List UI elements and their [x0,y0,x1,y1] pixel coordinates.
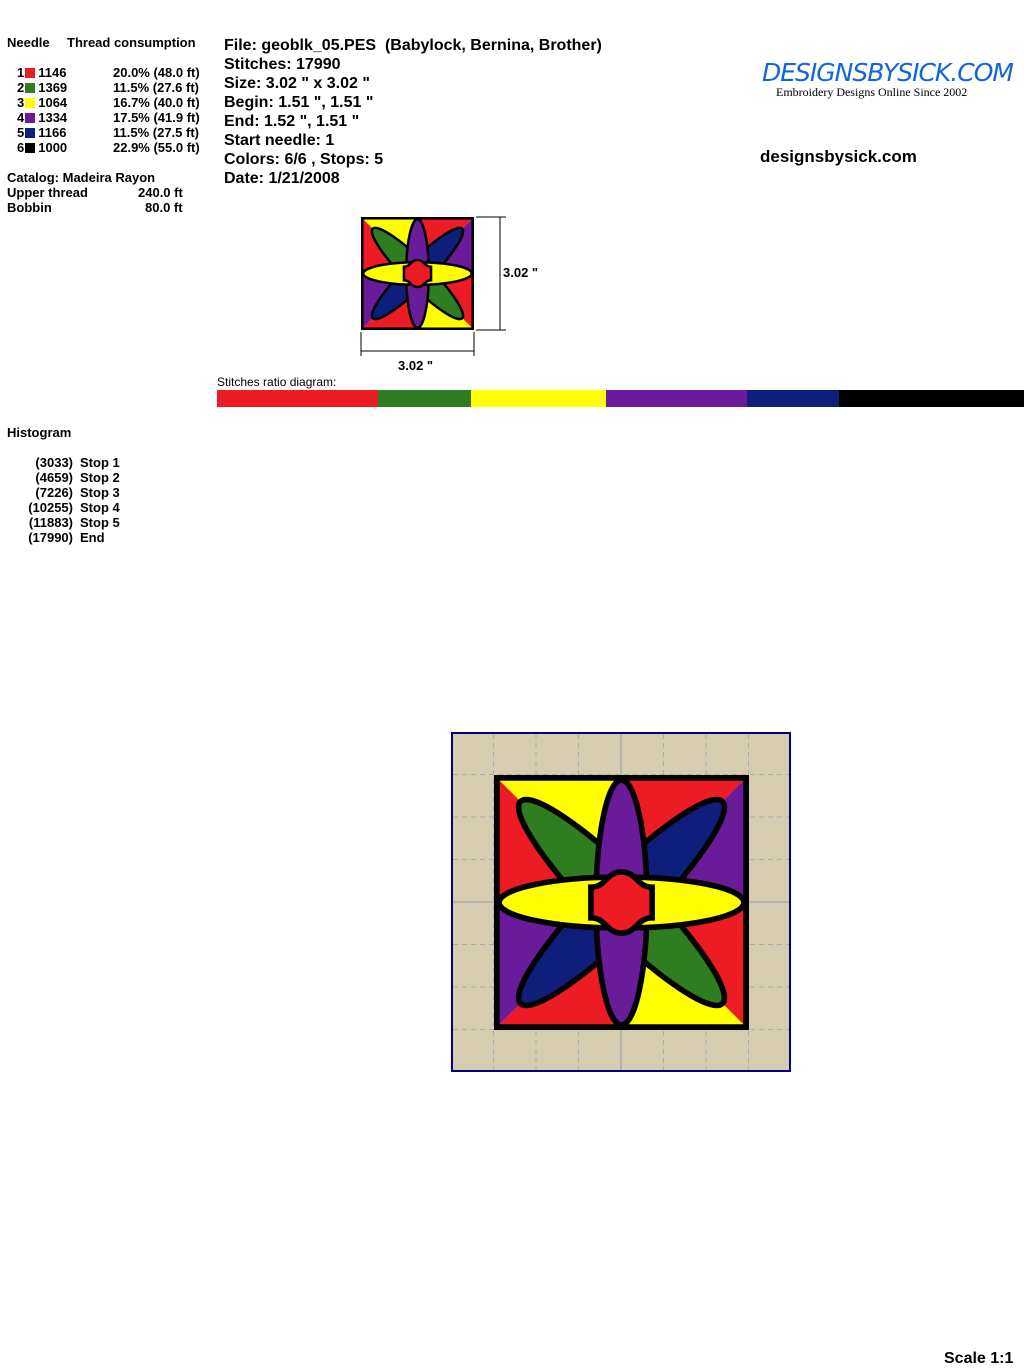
thread-row: 3 1064 16.7% (40.0 ft) [17,95,200,110]
date: Date: 1/21/2008 [224,170,340,187]
color-swatch [25,68,36,78]
thumbnail-dimensions [360,216,506,356]
color-swatch [25,98,36,108]
consumption-header: Thread consumption [67,35,196,50]
thread-code: 1369 [38,80,68,95]
thread-code: 1334 [38,110,68,125]
histogram-count: (11883) [28,515,73,530]
thread-consumption: 11.5% (27.5 ft) [113,125,199,140]
needle-number: 3 [17,95,25,110]
histogram-label: Stop 3 [80,485,120,500]
ratio-segment [746,390,840,407]
thread-row: 1 1146 20.0% (48.0 ft) [17,65,200,80]
colors-stops: Colors: 6/6 , Stops: 5 [224,151,384,168]
needle-number: 4 [17,110,25,125]
color-swatch [25,113,36,123]
stitches: Stitches: 17990 [224,56,341,73]
catalog: Catalog: Madeira Rayon [7,170,156,185]
design-preview [450,731,792,1073]
thread-row: 5 1166 11.5% (27.5 ft) [17,125,199,140]
color-swatch [25,128,36,138]
histogram-count: (3033) [35,455,73,470]
upper-thread-value: 240.0 ft [138,185,183,200]
width-dimension: 3.02 " [398,358,434,373]
needle-header: Needle [7,35,50,50]
histogram-label: Stop 1 [80,455,120,470]
ratio-segment [605,390,747,407]
thread-row: 2 1369 11.5% (27.6 ft) [17,80,199,95]
needle-number: 1 [17,65,25,80]
thread-code: 1000 [38,140,68,155]
thread-consumption: 20.0% (48.0 ft) [113,65,200,80]
logo-title: DESIGNSBYSICK.COM [762,58,1014,87]
thread-consumption: 16.7% (40.0 ft) [113,95,200,110]
ratio-segment [217,390,379,407]
begin: Begin: 1.51 ", 1.51 " [224,94,374,111]
start-needle: Start needle: 1 [224,132,335,149]
file-name: File: geoblk_05.PES (Babylock, Bernina, … [224,37,602,54]
thread-row: 6 1000 22.9% (55.0 ft) [17,140,200,155]
height-dimension: 3.02 " [503,265,539,280]
design-info: File: geoblk_05.PES (Babylock, Bernina, … [224,36,602,188]
color-swatch [25,83,36,93]
ratio-segment [470,390,606,407]
ratio-segment [378,390,471,407]
histogram-count: (17990) [28,530,73,545]
stitches-ratio-bar [217,390,1024,407]
thread-consumption: 17.5% (41.9 ft) [113,110,200,125]
bobbin-label: Bobbin [7,200,52,215]
histogram-label: End [80,530,105,545]
design-thumbnail [361,217,474,330]
logo: DESIGNSBYSICK.COM Embroidery Designs Onl… [762,58,1014,99]
histogram-label: Stop 5 [80,515,120,530]
logo-tagline: Embroidery Designs Online Since 2002 [776,85,968,99]
thread-row: 4 1334 17.5% (41.9 ft) [17,110,200,125]
needle-number: 2 [17,80,25,95]
bobbin-value: 80.0 ft [145,200,183,215]
histogram-title: Histogram [7,425,72,440]
thread-code: 1146 [38,65,67,80]
histogram-label: Stop 4 [80,500,120,515]
ratio-label: Stitches ratio diagram: [217,375,337,389]
thread-consumption: 22.9% (55.0 ft) [113,140,200,155]
thread-code: 1064 [38,95,68,110]
histogram-count: (7226) [35,485,73,500]
design-large [494,775,749,1030]
needle-number: 5 [17,125,25,140]
needle-number: 6 [17,140,25,155]
ratio-segment [839,390,1024,407]
thread-code: 1166 [38,125,67,140]
size: Size: 3.02 " x 3.02 " [224,75,370,92]
histogram-count: (10255) [28,500,73,515]
end: End: 1.52 ", 1.51 " [224,113,360,130]
scale-label: Scale 1:1 [944,1350,1014,1367]
thread-consumption: 11.5% (27.6 ft) [113,80,199,95]
upper-thread-label: Upper thread [7,185,88,200]
histogram-label: Stop 2 [80,470,120,485]
color-swatch [25,143,36,153]
site-url[interactable]: designsbysick.com [760,147,917,166]
histogram-count: (4659) [35,470,73,485]
